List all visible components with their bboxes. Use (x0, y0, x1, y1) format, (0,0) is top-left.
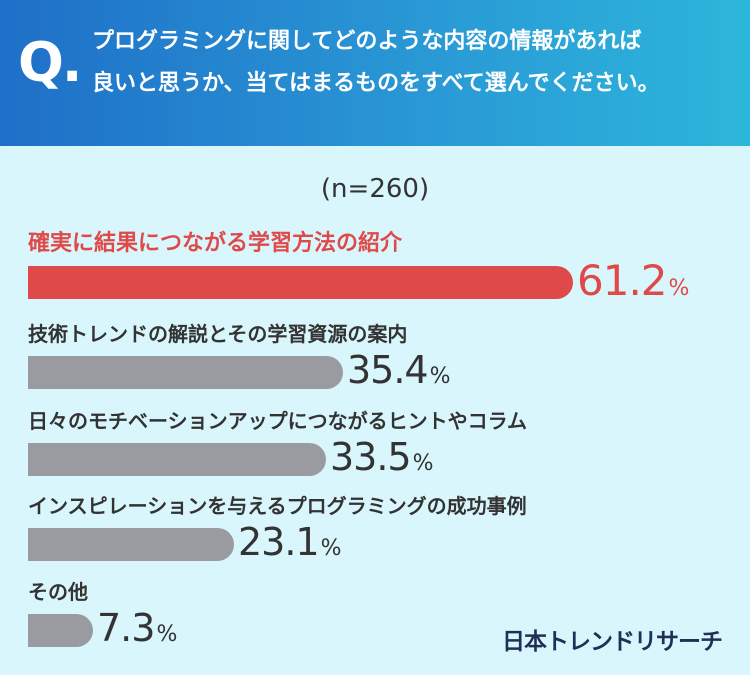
question-text-line-1: プログラミングに関してどのような内容の情報があれば (92, 29, 642, 54)
category-label: 日々のモチベーションアップにつながるヒントやコラム (28, 409, 527, 433)
bar (28, 528, 234, 561)
value-number: 7.3 (97, 606, 155, 650)
value-label: 35.4% (347, 348, 451, 392)
value-label: 23.1% (238, 520, 342, 564)
category-label: インスピレーションを与えるプログラミングの成功事例 (28, 494, 527, 518)
bar (28, 443, 326, 476)
question-mark: Q. (18, 31, 82, 94)
value-number: 33.5 (330, 435, 412, 479)
category-label: その他 (28, 580, 88, 604)
question-header: Q. プログラミングに関してどのような内容の情報があれば 良いと思うか、当てはま… (0, 0, 750, 146)
question-text-line-2: 良いと思うか、当てはまるものをすべて選んでください。 (92, 71, 660, 96)
percent-unit: % (156, 622, 177, 647)
value-label: 61.2% (577, 256, 690, 305)
category-label: 確実に結果につながる学習方法の紹介 (28, 231, 403, 256)
value-number: 61.2 (577, 256, 668, 305)
percent-unit: % (320, 536, 342, 561)
value-label: 33.5% (330, 435, 434, 479)
value-number: 23.1 (238, 520, 320, 564)
value-label: 7.3% (97, 606, 177, 650)
value-number: 35.4 (347, 348, 429, 392)
brand-logo: 日本トレンドリサーチ (502, 629, 723, 655)
bar (28, 266, 573, 299)
sample-size-label: (n=260) (320, 174, 430, 204)
bar (28, 356, 343, 389)
percent-unit: % (412, 451, 434, 476)
percent-unit: % (429, 364, 451, 389)
percent-unit: % (668, 276, 690, 301)
category-label: 技術トレンドの解説とその学習資源の案内 (28, 322, 408, 346)
bar (28, 614, 93, 647)
